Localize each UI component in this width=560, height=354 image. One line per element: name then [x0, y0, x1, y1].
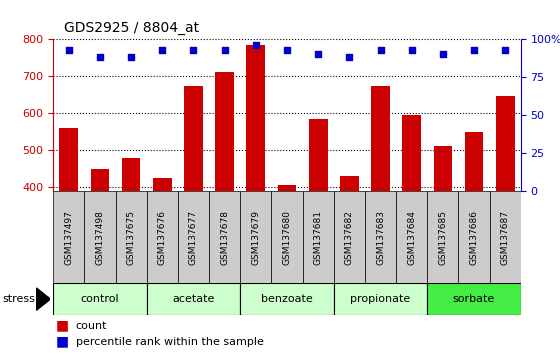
Text: count: count	[76, 321, 107, 331]
Text: GSM137681: GSM137681	[314, 210, 323, 265]
Bar	[91, 169, 109, 191]
Text: stress: stress	[3, 294, 36, 304]
Bar	[371, 86, 390, 191]
Bar	[433, 146, 452, 191]
Point	[251, 42, 260, 48]
Bar	[53, 191, 85, 283]
Text: GSM137686: GSM137686	[469, 210, 479, 265]
Point	[95, 55, 105, 60]
Bar	[122, 158, 141, 191]
Bar	[340, 176, 359, 191]
Bar	[334, 283, 427, 315]
Text: GSM137687: GSM137687	[501, 210, 510, 265]
Bar	[147, 283, 240, 315]
Point	[501, 47, 510, 52]
Text: GSM137498: GSM137498	[95, 210, 105, 265]
Bar	[209, 191, 240, 283]
Point	[220, 47, 229, 52]
Bar	[178, 191, 209, 283]
Text: GSM137685: GSM137685	[438, 210, 447, 265]
Point	[189, 47, 198, 52]
Text: GSM137684: GSM137684	[407, 210, 416, 265]
Text: GSM137675: GSM137675	[127, 210, 136, 265]
Text: acetate: acetate	[172, 294, 214, 304]
Point	[158, 47, 167, 52]
Bar	[459, 191, 489, 283]
Text: benzoate: benzoate	[261, 294, 313, 304]
Bar	[115, 191, 147, 283]
Bar	[334, 191, 365, 283]
Text: propionate: propionate	[351, 294, 410, 304]
Text: ■: ■	[56, 319, 69, 333]
Polygon shape	[36, 288, 50, 310]
Text: ■: ■	[56, 335, 69, 349]
Bar	[402, 115, 421, 191]
Text: sorbate: sorbate	[453, 294, 495, 304]
Text: GSM137677: GSM137677	[189, 210, 198, 265]
Text: GSM137676: GSM137676	[158, 210, 167, 265]
Bar	[496, 97, 515, 191]
Bar	[147, 191, 178, 283]
Text: GSM137683: GSM137683	[376, 210, 385, 265]
Bar	[427, 191, 459, 283]
Bar	[59, 128, 78, 191]
Text: GSM137680: GSM137680	[282, 210, 292, 265]
Point	[470, 47, 479, 52]
Point	[127, 55, 136, 60]
Bar	[153, 178, 172, 191]
Text: GSM137682: GSM137682	[345, 210, 354, 265]
Bar	[240, 283, 334, 315]
Bar	[489, 191, 521, 283]
Bar	[240, 191, 272, 283]
Text: control: control	[81, 294, 119, 304]
Text: GSM137497: GSM137497	[64, 210, 73, 265]
Bar	[246, 45, 265, 191]
Bar	[278, 185, 296, 191]
Point	[376, 47, 385, 52]
Point	[438, 51, 447, 57]
Point	[345, 55, 354, 60]
Point	[64, 47, 73, 52]
Text: GSM137678: GSM137678	[220, 210, 229, 265]
Text: GDS2925 / 8804_at: GDS2925 / 8804_at	[64, 21, 199, 35]
Bar	[309, 119, 328, 191]
Point	[314, 51, 323, 57]
Point	[407, 47, 416, 52]
Bar	[85, 191, 115, 283]
Point	[283, 47, 292, 52]
Bar	[184, 86, 203, 191]
Text: GSM137679: GSM137679	[251, 210, 260, 265]
Text: percentile rank within the sample: percentile rank within the sample	[76, 337, 263, 347]
Bar	[272, 191, 302, 283]
Bar	[465, 132, 483, 191]
Bar	[215, 72, 234, 191]
Bar	[53, 283, 147, 315]
Bar	[365, 191, 396, 283]
Bar	[302, 191, 334, 283]
Bar	[427, 283, 521, 315]
Bar	[396, 191, 427, 283]
